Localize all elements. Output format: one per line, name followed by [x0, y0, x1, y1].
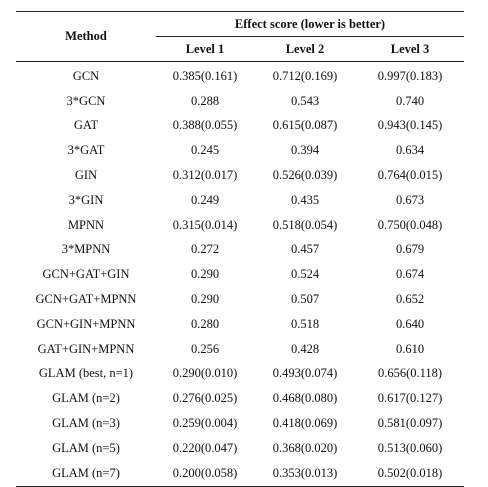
table-row: GCN+GIN+MPNN 0.280 0.518 0.640	[16, 312, 464, 337]
level-3-cell: 0.513(0.060)	[377, 440, 443, 455]
level-2-cell: 0.435	[290, 192, 320, 207]
level-1-cell: 0.388(0.055)	[172, 118, 238, 133]
method-cell: GCN+GIN+MPNN	[36, 316, 136, 331]
table-row: GLAM (n=2) 0.276(0.025) 0.468(0.080) 0.617(…	[16, 386, 464, 411]
table-row: 3*MPNN 0.272 0.457 0.679	[16, 238, 464, 263]
level-2-cell: 0.712(0.169)	[272, 68, 338, 83]
level-3-cell: 0.634	[395, 143, 425, 158]
level-2-cell: 0.468(0.080)	[272, 391, 338, 406]
table-row: GLAM (best, n=1) 0.290(0.010) 0.493(0.074)…	[16, 362, 464, 387]
method-cell: 3*GIN	[68, 192, 104, 207]
table-row: GIN 0.312(0.017) 0.526(0.039) 0.764(0.015)	[16, 163, 464, 188]
level-1-cell: 0.290(0.010)	[172, 366, 238, 381]
method-cell: GCN+GAT+MPNN	[35, 292, 137, 307]
level-3-header: Level 3	[356, 36, 465, 62]
level-3-cell: 0.764(0.015)	[377, 168, 443, 183]
level-1-cell: 0.280	[190, 316, 220, 331]
level-1-cell: 0.272	[190, 242, 220, 257]
table-row: GLAM (n=5) 0.220(0.047) 0.368(0.020) 0.513(…	[16, 436, 464, 461]
method-cell: GCN	[72, 68, 100, 83]
level-3-cell: 0.673	[395, 192, 425, 207]
level-2-cell: 0.394	[290, 143, 320, 158]
method-cell: GLAM (best, n=1)	[38, 366, 134, 381]
level-2-cell: 0.493(0.074)	[272, 366, 338, 381]
level-2-cell: 0.368(0.020)	[272, 440, 338, 455]
level-3-cell: 0.610	[395, 341, 425, 356]
method-cell: GLAM (n=3)	[52, 416, 120, 431]
level-1-cell: 0.290	[190, 292, 220, 307]
level-3-cell: 0.740	[395, 93, 425, 108]
level-1-cell: 0.245	[190, 143, 220, 158]
level-2-cell: 0.428	[290, 341, 320, 356]
level-2-cell: 0.507	[290, 292, 320, 307]
method-cell: 3*MPNN	[61, 242, 111, 257]
level-1-cell: 0.312(0.017)	[172, 168, 238, 183]
table-row: 3*GIN 0.249 0.435 0.673	[16, 188, 464, 213]
table-row: 3*GCN 0.288 0.543 0.740	[16, 89, 464, 114]
method-cell: 3*GCN	[66, 93, 106, 108]
level-3-cell: 0.656(0.118)	[377, 366, 443, 381]
level-2-header: Level 2	[254, 36, 356, 62]
level-3-cell: 0.502(0.018)	[356, 460, 465, 487]
level-3-cell: 0.581(0.097)	[377, 416, 443, 431]
method-cell: GLAM (n=5)	[52, 440, 120, 455]
results-table: Method Effect score (lower is better) Le…	[16, 11, 465, 487]
table-row: GAT 0.388(0.055) 0.615(0.087) 0.943(0.145)	[16, 114, 464, 139]
level-2-cell: 0.526(0.039)	[272, 168, 338, 183]
method-cell: GLAM (n=7)	[16, 460, 156, 487]
method-cell: GAT+GIN+MPNN	[37, 341, 135, 356]
level-1-cell: 0.220(0.047)	[172, 440, 238, 455]
level-1-cell: 0.290	[190, 267, 220, 282]
table-row: 3*GAT 0.245 0.394 0.634	[16, 138, 464, 163]
level-3-cell: 0.640	[395, 316, 425, 331]
method-column-header: Method	[16, 11, 156, 62]
level-1-cell: 0.200(0.058)	[156, 460, 254, 487]
level-1-cell: 0.259(0.004)	[172, 416, 238, 431]
level-2-cell: 0.457	[290, 242, 320, 257]
level-2-cell: 0.524	[290, 267, 320, 282]
table-row: MPNN 0.315(0.014) 0.518(0.054) 0.750(0.048)	[16, 213, 464, 238]
level-3-cell: 0.674	[395, 267, 425, 282]
level-1-cell: 0.288	[190, 93, 220, 108]
level-3-cell: 0.652	[395, 292, 425, 307]
level-1-header: Level 1	[156, 36, 254, 62]
effect-score-group-header: Effect score (lower is better)	[156, 11, 465, 37]
level-3-cell: 0.617(0.127)	[377, 391, 443, 406]
table-row: GCN+GAT+GIN 0.290 0.524 0.674	[16, 262, 464, 287]
method-cell: GLAM (n=2)	[52, 391, 120, 406]
table-body: GCN 0.385(0.161) 0.712(0.169) 0.997(0.183) 3…	[16, 62, 465, 487]
table-row: GLAM (n=3) 0.259(0.004) 0.418(0.069) 0.581(…	[16, 411, 464, 436]
level-2-cell: 0.518	[290, 316, 320, 331]
level-1-cell: 0.256	[190, 341, 220, 356]
table-row: GAT+GIN+MPNN 0.256 0.428 0.610	[16, 337, 464, 362]
method-cell: MPNN	[67, 217, 105, 232]
level-2-cell: 0.518(0.054)	[272, 217, 338, 232]
level-3-cell: 0.997(0.183)	[377, 68, 443, 83]
method-cell: GIN	[74, 168, 98, 183]
level-2-cell: 0.615(0.087)	[272, 118, 338, 133]
table-row: GCN+GAT+MPNN 0.290 0.507 0.652	[16, 287, 464, 312]
level-1-cell: 0.385(0.161)	[172, 68, 238, 83]
level-2-cell: 0.418(0.069)	[272, 416, 338, 431]
level-1-cell: 0.315(0.014)	[172, 217, 238, 232]
level-3-cell: 0.750(0.048)	[377, 217, 443, 232]
level-3-cell: 0.679	[395, 242, 425, 257]
method-cell: GAT	[73, 118, 99, 133]
method-cell: 3*GAT	[67, 143, 105, 158]
table-row: GCN 0.385(0.161) 0.712(0.169) 0.997(0.183)	[16, 62, 464, 89]
level-2-cell: 0.543	[290, 93, 320, 108]
table-header: Method Effect score (lower is better) Le…	[16, 11, 465, 62]
method-cell: GCN+GAT+GIN	[42, 267, 130, 282]
level-2-cell: 0.353(0.013)	[254, 460, 356, 487]
level-1-cell: 0.276(0.025)	[172, 391, 238, 406]
level-3-cell: 0.943(0.145)	[377, 118, 443, 133]
table-row: GLAM (n=7) 0.200(0.058) 0.353(0.013) 0.502(…	[16, 460, 465, 487]
level-1-cell: 0.249	[190, 192, 220, 207]
